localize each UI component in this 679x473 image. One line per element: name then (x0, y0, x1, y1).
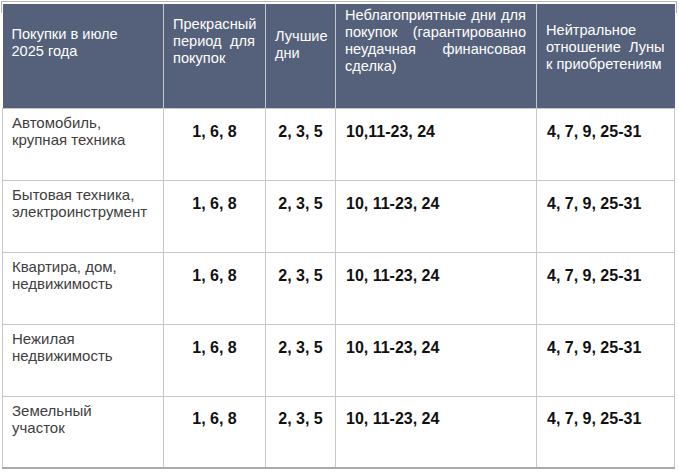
great-period-value: 1, 6, 8 (164, 108, 266, 180)
best-days-value: 2, 3, 5 (266, 324, 336, 396)
purchase-calendar-table: Покупки в июле 2025 года Прекрасный пери… (2, 4, 675, 469)
best-days-value: 2, 3, 5 (266, 396, 336, 468)
unfavorable-days-value: 10, 11-23, 24 (336, 252, 537, 324)
best-days-value: 2, 3, 5 (266, 108, 336, 180)
unfavorable-days-value: 10, 11-23, 24 (336, 324, 537, 396)
column-header-best-days: Лучшие дни (266, 4, 336, 108)
column-header-great-period: Прекрасный период для покупок (164, 4, 266, 108)
row-label: Квартира, дом, недвижимость (3, 252, 164, 324)
table-row-appliances: Бытовая техника, электроинструмент 1, 6,… (3, 180, 675, 252)
neutral-days-value: 4, 7, 9, 25-31 (537, 108, 675, 180)
table-row-car: Автомобиль, крупная техника 1, 6, 8 2, 3… (3, 108, 675, 180)
neutral-days-value: 4, 7, 9, 25-31 (537, 180, 675, 252)
column-header-purchases-july: Покупки в июле 2025 года (3, 4, 164, 108)
neutral-days-value: 4, 7, 9, 25-31 (537, 324, 675, 396)
row-label: Автомобиль, крупная техника (3, 108, 164, 180)
column-header-unfavorable-days: Неблагоприятные дни для покупок (гаранти… (336, 4, 537, 108)
neutral-days-value: 4, 7, 9, 25-31 (537, 396, 675, 468)
table-header-row: Покупки в июле 2025 года Прекрасный пери… (3, 4, 675, 108)
table-row-land: Земельный участок 1, 6, 8 2, 3, 5 10, 11… (3, 396, 675, 468)
row-label: Нежилая недвижимость (3, 324, 164, 396)
best-days-value: 2, 3, 5 (266, 252, 336, 324)
great-period-value: 1, 6, 8 (164, 180, 266, 252)
unfavorable-days-value: 10, 11-23, 24 (336, 396, 537, 468)
neutral-days-value: 4, 7, 9, 25-31 (537, 252, 675, 324)
great-period-value: 1, 6, 8 (164, 324, 266, 396)
row-label: Бытовая техника, электроинструмент (3, 180, 164, 252)
page-top-border (1, 1, 677, 13)
unfavorable-days-value: 10,11-23, 24 (336, 108, 537, 180)
table-row-apartment: Квартира, дом, недвижимость 1, 6, 8 2, 3… (3, 252, 675, 324)
best-days-value: 2, 3, 5 (266, 180, 336, 252)
column-header-neutral-days: Нейтральное отношение Луны к приобретени… (537, 4, 675, 108)
great-period-value: 1, 6, 8 (164, 396, 266, 468)
great-period-value: 1, 6, 8 (164, 252, 266, 324)
unfavorable-days-value: 10, 11-23, 24 (336, 180, 537, 252)
table-row-nonresidential: Нежилая недвижимость 1, 6, 8 2, 3, 5 10,… (3, 324, 675, 396)
row-label: Земельный участок (3, 396, 164, 468)
lunar-purchase-calendar-page: Покупки в июле 2025 года Прекрасный пери… (0, 4, 679, 469)
